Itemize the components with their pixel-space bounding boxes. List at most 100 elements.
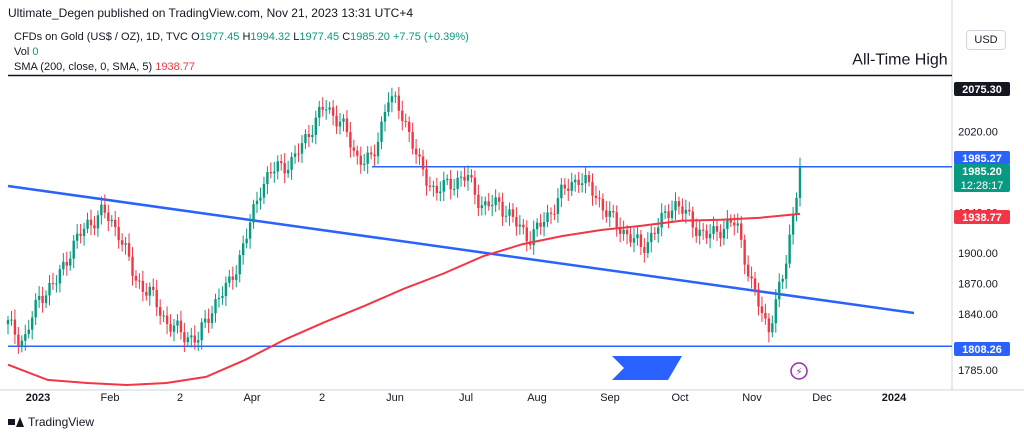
- candle-body: [615, 212, 618, 228]
- arrow-marker: [612, 356, 682, 380]
- candle-body: [318, 106, 321, 118]
- candle-body: [304, 133, 307, 144]
- candle-body: [197, 340, 200, 343]
- x-tick-label: Feb: [101, 392, 120, 404]
- price-label-countdown: 12:28:17: [961, 180, 1004, 192]
- candle-body: [466, 175, 470, 181]
- currency-button[interactable]: USD: [966, 30, 1006, 50]
- candle-body: [37, 295, 41, 300]
- candle-body: [435, 185, 439, 194]
- candle-body: [421, 156, 425, 170]
- close-label: C: [342, 31, 351, 43]
- candle-body: [110, 219, 113, 222]
- candle-body: [484, 201, 487, 206]
- candle-body: [428, 185, 432, 187]
- publish-header: Ultimate_Degen published on TradingView.…: [8, 6, 414, 20]
- candle-body: [352, 147, 356, 151]
- x-tick-label: Jun: [386, 392, 404, 404]
- candle-body: [241, 243, 245, 256]
- candle-body: [155, 289, 158, 308]
- candle-body: [79, 233, 82, 236]
- candle-body: [757, 289, 760, 307]
- candle-body: [563, 184, 567, 189]
- candle-body: [20, 340, 24, 346]
- candle-body: [404, 121, 407, 123]
- candle-body: [560, 184, 563, 199]
- candle-body: [193, 335, 196, 343]
- candle-body: [152, 286, 155, 290]
- price-label-box: [954, 210, 1010, 224]
- candle-body: [781, 278, 784, 282]
- sma-label[interactable]: SMA (200, close, 0, SMA, 5): [14, 61, 153, 73]
- candle-body: [490, 205, 494, 207]
- event-icon: [790, 362, 808, 380]
- candle-body: [497, 197, 501, 202]
- candle-body: [425, 169, 428, 186]
- candle-body: [733, 222, 736, 226]
- candle-body: [221, 296, 224, 298]
- candle-body: [75, 233, 79, 241]
- close-value: 1985.20: [350, 31, 390, 43]
- candle-body: [276, 161, 279, 172]
- candle-body: [300, 143, 304, 154]
- candle-body: [508, 209, 511, 216]
- price-label-box: [954, 151, 1010, 165]
- price-label-box: [954, 82, 1010, 96]
- candle-body: [522, 224, 525, 228]
- candle-body: [688, 209, 691, 212]
- chart-legend: CFDs on Gold (US$ / OZ), 1D, TVC O 1977.4…: [14, 30, 469, 75]
- candle-body: [715, 226, 719, 232]
- candle-body: [684, 209, 688, 214]
- candle-body: [331, 107, 335, 116]
- candle-body: [778, 281, 781, 300]
- x-tick-label: 2024: [882, 392, 907, 404]
- candle-body: [594, 195, 598, 198]
- x-tick-label: Apr: [243, 392, 260, 404]
- candle-body: [117, 227, 120, 241]
- symbol-label[interactable]: CFDs on Gold (US$ / OZ), 1D, TVC: [14, 31, 189, 43]
- candle-body: [432, 185, 435, 187]
- candle-body: [487, 201, 490, 207]
- candle-body: [58, 269, 62, 284]
- candle-body: [342, 118, 345, 122]
- x-tick-label: 2: [177, 392, 183, 404]
- tradingview-footer[interactable]: TradingView: [8, 415, 94, 429]
- candle-body: [515, 216, 518, 227]
- low-value: 1977.45: [299, 31, 340, 43]
- candle-body: [663, 211, 667, 213]
- candle-body: [760, 306, 764, 313]
- open-label: O: [191, 31, 200, 43]
- y-tick-label: 2020.00: [958, 127, 998, 139]
- candle-body: [390, 96, 394, 103]
- candle-body: [48, 282, 51, 296]
- candle-body: [695, 227, 698, 236]
- candle-body: [387, 102, 390, 113]
- price-label-box: [954, 164, 1010, 192]
- candle-body: [767, 318, 771, 333]
- candle-body: [65, 261, 68, 266]
- candle-body: [791, 214, 795, 235]
- x-tick-label: Nov: [742, 392, 762, 404]
- candle-body: [774, 299, 777, 324]
- candle-body: [449, 178, 452, 190]
- candle-body: [439, 191, 442, 194]
- candle-body: [44, 295, 48, 304]
- candle-body: [698, 229, 701, 236]
- candle-body: [248, 222, 252, 239]
- candle-body: [708, 233, 712, 239]
- candle-body: [746, 264, 750, 277]
- candle-body: [114, 219, 117, 228]
- candle-body: [795, 197, 798, 215]
- candle-body: [629, 234, 632, 243]
- candle-body: [653, 232, 656, 234]
- x-tick-label: 2: [319, 392, 325, 404]
- volume-label[interactable]: Vol: [14, 46, 30, 58]
- candle-body: [587, 175, 591, 183]
- candle-body: [643, 247, 646, 254]
- candle-body: [463, 176, 466, 181]
- candle-body: [477, 194, 480, 209]
- candle-body: [636, 234, 639, 239]
- candle-body: [280, 161, 283, 164]
- candle-body: [622, 229, 625, 234]
